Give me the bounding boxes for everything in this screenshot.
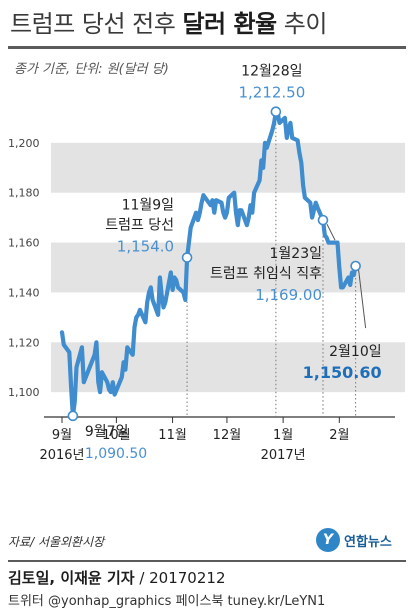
x-tick-label: 2월 [329, 428, 349, 443]
chart-title: 트럼프 당선 전후 달러 환율 추이 [10, 4, 410, 44]
x-tick-sublabel: 2016년 [39, 448, 84, 463]
annotation-value: 1,212.50 [238, 84, 305, 102]
annotation-label: 11월9일 [122, 198, 174, 214]
title-part-bold: 달러 환율 [182, 10, 277, 38]
source-label: 자료/ 서울외환시장 [8, 535, 105, 549]
title-part-normal: 트럼프 당선 전후 [10, 10, 183, 38]
x-tick-label: 11월 [158, 428, 187, 443]
annotation-value: 1,090.50 [85, 446, 147, 462]
annotation-marker [181, 252, 193, 263]
unit-note: 종가 기준, 단위: 원(달러 당) [14, 62, 169, 77]
reporter-names: 김토일, 이재윤 기자 [8, 569, 135, 587]
annotation-value: 1,150.60 [303, 363, 382, 382]
annotation-marker [67, 410, 79, 422]
annotation-value: 1,154.0 [117, 238, 174, 256]
logo-mark-icon: Y [316, 528, 340, 552]
x-tick-label: 9월 [52, 428, 72, 443]
annotation-connector [326, 223, 336, 241]
y-tick-label: 1,200 [8, 137, 40, 150]
x-tick-label: 1월 [273, 428, 293, 443]
annotation-label: 트럼프 취임식 직후 [210, 266, 322, 282]
social-links: 트위터 @yonhap_graphics 페이스북 tuney.kr/LeYN1 [8, 594, 326, 609]
x-tick-label: 10월 [102, 428, 131, 443]
annotation-label: 트럼프 당선 [105, 218, 174, 234]
x-tick-label: 12월 [213, 428, 242, 443]
annotation-connector [358, 269, 367, 329]
title-part-tail: 추이 [276, 10, 328, 38]
annotation-marker [350, 260, 361, 272]
y-tick-label: 1,160 [8, 237, 40, 250]
exchange-rate-chart: 1,100 1,120 1,140 1,160 1,180 1,200 9월 2016년 10월… [8, 64, 405, 463]
annotation-label: 9월7일 [85, 424, 129, 440]
yonhap-logo: Y 연합뉴스 [316, 528, 408, 554]
annotation-label: 12월28일 [241, 64, 302, 80]
y-tick-label: 1,140 [8, 286, 40, 299]
x-tick-sublabel: 2017년 [261, 448, 306, 463]
logo-text: 연합뉴스 [344, 535, 392, 550]
y-tick-label: 1,120 [8, 336, 40, 349]
shaded-band-0 [51, 342, 405, 393]
title-divider [8, 46, 406, 49]
credit-line: 김토일, 이재윤 기자 / 20170212 [8, 567, 225, 588]
footer-divider [8, 560, 406, 562]
y-tick-label: 1,100 [8, 386, 40, 399]
shaded-band-2 [51, 142, 405, 193]
annotation-value: 1,169.00 [255, 286, 322, 304]
annotation-marker [270, 106, 282, 117]
y-tick-label: 1,180 [8, 187, 40, 200]
exchange-rate-line [59, 109, 358, 418]
annotation-label: 1월23일 [270, 246, 322, 262]
publish-date: / 20170212 [134, 569, 226, 587]
annotation-marker [317, 214, 329, 226]
annotation-label: 2월10일 [329, 344, 381, 360]
